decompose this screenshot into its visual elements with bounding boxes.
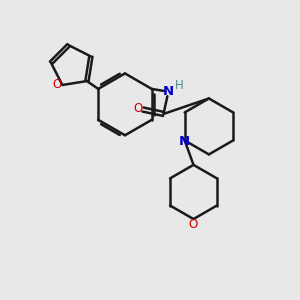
Text: O: O [52,79,62,92]
Text: O: O [189,218,198,231]
Text: N: N [178,134,190,148]
Text: H: H [175,79,184,92]
Text: O: O [134,101,143,115]
Text: N: N [162,85,173,98]
